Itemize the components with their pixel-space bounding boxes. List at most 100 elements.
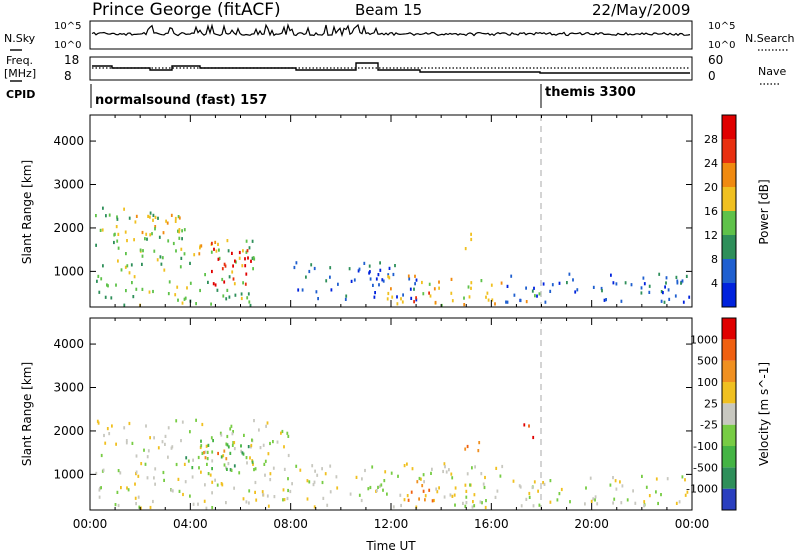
power-cell bbox=[434, 300, 437, 305]
power-cell bbox=[685, 274, 688, 278]
velocity-cell bbox=[254, 467, 257, 471]
nsearch-tick-high: 10^5 bbox=[708, 21, 735, 32]
velocity-cell bbox=[266, 494, 269, 498]
power-cell bbox=[199, 288, 201, 293]
velocity-cell bbox=[205, 444, 208, 448]
velocity-cell bbox=[206, 450, 209, 454]
velocity-cell bbox=[436, 490, 439, 494]
velocity-cell bbox=[666, 477, 669, 481]
velocity-cell bbox=[478, 441, 481, 445]
velocity-cell bbox=[645, 485, 648, 489]
velocity-cell bbox=[217, 451, 219, 456]
power-cell bbox=[234, 259, 236, 263]
velocity-cell bbox=[549, 500, 552, 504]
beam-label: Beam 15 bbox=[355, 1, 422, 19]
velocity-cell bbox=[100, 486, 102, 490]
power-cell bbox=[413, 287, 415, 291]
velocity-cell bbox=[123, 426, 126, 430]
power-cell bbox=[247, 292, 250, 296]
velocity-ytick-label: 2000 bbox=[53, 424, 84, 438]
power-cell bbox=[485, 295, 487, 299]
power-colorbar-swatch bbox=[722, 259, 736, 283]
power-cell bbox=[174, 219, 177, 223]
power-cell bbox=[177, 229, 179, 233]
velocity-cell bbox=[371, 465, 374, 469]
velocity-colorbar-swatch bbox=[722, 446, 736, 468]
velocity-cell bbox=[210, 436, 213, 440]
velocity-cell bbox=[360, 498, 363, 503]
power-cell bbox=[165, 219, 167, 223]
velocity-cell bbox=[253, 468, 255, 472]
velocity-cell bbox=[209, 473, 212, 477]
power-cell bbox=[381, 278, 384, 282]
power-cell bbox=[221, 267, 224, 271]
power-cell bbox=[176, 285, 179, 289]
power-cell bbox=[368, 264, 371, 268]
power-colorbar-swatch bbox=[722, 115, 736, 139]
velocity-cell bbox=[648, 494, 651, 498]
power-cell bbox=[486, 291, 489, 295]
velocity-cell bbox=[435, 487, 438, 491]
velocity-cell bbox=[200, 439, 202, 443]
velocity-cell bbox=[287, 488, 289, 493]
velocity-cell bbox=[523, 423, 526, 427]
power-cell bbox=[415, 298, 418, 302]
velocity-cell bbox=[421, 484, 424, 488]
velocity-cell bbox=[104, 441, 107, 445]
nsky-tick-low: 10^0 bbox=[54, 40, 81, 51]
power-cell bbox=[246, 296, 249, 300]
velocity-cell bbox=[614, 479, 617, 483]
cpid-segment-1: normalsound (fast) 157 bbox=[95, 93, 267, 108]
power-cell bbox=[156, 258, 159, 262]
velocity-cell bbox=[482, 482, 485, 486]
velocity-colorbar-swatch bbox=[722, 339, 736, 361]
velocity-cell bbox=[137, 474, 140, 478]
velocity-cell bbox=[643, 500, 646, 504]
velocity-cell bbox=[681, 475, 684, 479]
power-cell bbox=[115, 283, 117, 287]
velocity-cell bbox=[443, 462, 446, 466]
velocity-cell bbox=[641, 474, 643, 478]
velocity-cell bbox=[361, 477, 363, 481]
power-cell bbox=[139, 248, 142, 252]
power-cell bbox=[154, 227, 156, 231]
power-colorbar-swatch bbox=[722, 187, 736, 211]
velocity-colorbar: 1000 500 100 25 -25 -100 -500 -1000 bbox=[686, 317, 737, 511]
velocity-panel-frame bbox=[89, 317, 693, 511]
velocity-cell bbox=[232, 430, 234, 434]
velocity-colorbar-tick-label: -100 bbox=[693, 440, 718, 453]
velocity-colorbar-swatch bbox=[722, 382, 736, 404]
velocity-cell bbox=[403, 498, 406, 502]
power-colorbar-swatch bbox=[722, 211, 736, 235]
power-cell bbox=[108, 213, 111, 217]
velocity-cell bbox=[438, 486, 440, 490]
velocity-cell bbox=[171, 489, 174, 493]
power-cell bbox=[235, 260, 237, 264]
velocity-cell bbox=[262, 443, 265, 447]
velocity-cell bbox=[621, 484, 624, 488]
velocity-cell bbox=[146, 476, 149, 480]
power-cell bbox=[145, 232, 148, 236]
power-cell bbox=[387, 273, 390, 277]
velocity-cell bbox=[322, 496, 325, 500]
power-cell bbox=[124, 230, 127, 234]
power-cell bbox=[357, 269, 360, 273]
velocity-cell bbox=[177, 477, 180, 481]
velocity-cell bbox=[229, 451, 232, 455]
velocity-cell bbox=[189, 430, 191, 434]
power-cell bbox=[135, 214, 138, 218]
velocity-cell bbox=[175, 462, 178, 467]
velocity-cell bbox=[306, 479, 309, 483]
power-cell bbox=[308, 269, 311, 274]
power-cell bbox=[375, 277, 378, 281]
power-cell bbox=[228, 295, 231, 299]
velocity-cell bbox=[282, 488, 285, 492]
power-cell bbox=[180, 256, 183, 260]
velocity-cell bbox=[424, 498, 426, 502]
power-cell bbox=[181, 237, 183, 241]
velocity-cell bbox=[140, 506, 142, 510]
velocity-cell bbox=[187, 459, 190, 463]
power-cell bbox=[104, 295, 107, 299]
velocity-cell bbox=[170, 488, 173, 492]
velocity-cell bbox=[431, 467, 433, 471]
